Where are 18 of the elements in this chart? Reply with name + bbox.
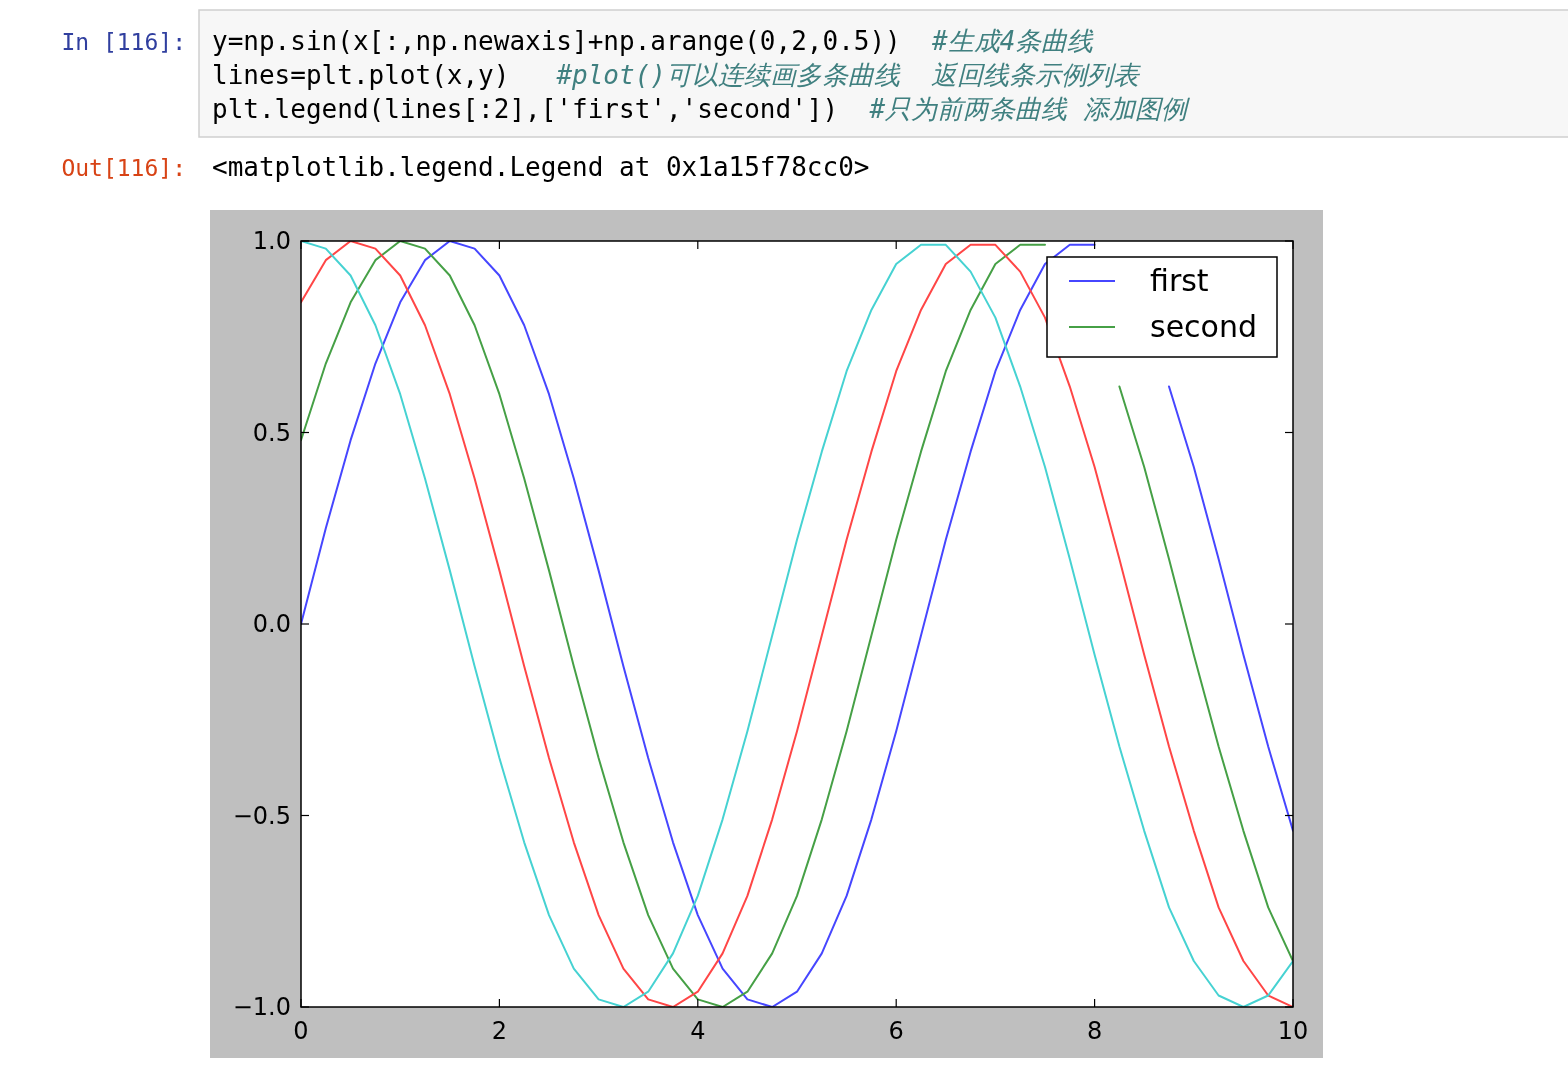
y-tick-label: 0.0 [252, 610, 291, 638]
y-tick-label: 0.5 [252, 418, 291, 447]
text: Out[116]: [61, 155, 186, 181]
x-tick-label: 2 [491, 1017, 508, 1045]
y-tick-label: −0.5 [232, 801, 291, 830]
legend-label: second [1150, 309, 1257, 344]
y-tick-label: −1.0 [232, 993, 291, 1021]
text: In [116]: [61, 29, 186, 55]
y-tick-label: 1.0 [252, 227, 291, 255]
legend-label: first [1150, 263, 1209, 298]
text: <matplotlib.legend.Legend at 0x1a15f78cc0> [212, 152, 870, 182]
text: lines=plt.plot(x,y) #plot()可以连续画多条曲线 返回线条示例列表 [212, 60, 1140, 90]
x-tick-label: 6 [888, 1017, 904, 1045]
x-tick-label: 0 [293, 1017, 309, 1045]
text: y=np.sin(x[:,np.newaxis]+np.arange(0,2,0.5)) #生成4条曲线 [212, 26, 1094, 56]
x-tick-label: 10 [1277, 1017, 1309, 1045]
x-tick-label: 4 [690, 1017, 706, 1045]
x-tick-label: 8 [1086, 1017, 1103, 1045]
